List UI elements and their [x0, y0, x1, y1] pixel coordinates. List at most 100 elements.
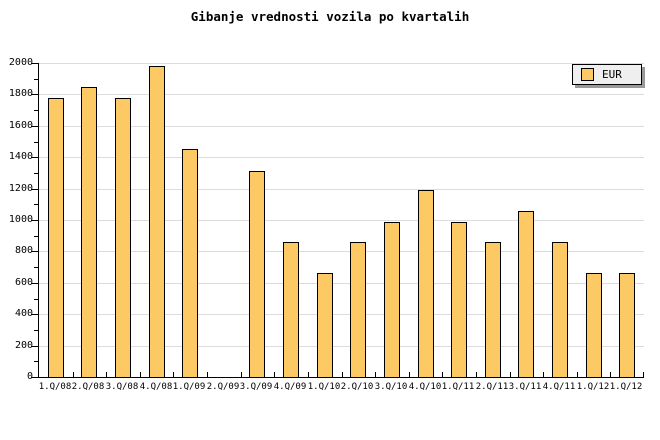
x-tick: [207, 372, 208, 377]
y-minor-tick: [34, 173, 38, 174]
x-tick: [140, 372, 141, 377]
gridline-600: [39, 283, 644, 284]
x-tick: [643, 372, 644, 377]
y-minor-tick: [34, 267, 38, 268]
y-minor-tick: [34, 79, 38, 80]
gridline-400: [39, 314, 644, 315]
x-tick-label-8: 1.Q/10: [307, 382, 341, 392]
y-tick-label-1000: 1000: [8, 214, 33, 225]
y-major-tick: [31, 220, 38, 221]
x-tick: [106, 372, 107, 377]
bar-1.Q/12: [586, 273, 602, 377]
x-tick: [342, 372, 343, 377]
x-tick: [577, 372, 578, 377]
bar-1.Q/10: [317, 273, 333, 377]
legend-label: EUR: [602, 68, 622, 81]
x-tick-label-16: 1.Q/12: [576, 382, 610, 392]
gridline-800: [39, 251, 644, 252]
x-tick-label-15: 4.Q/11: [542, 382, 576, 392]
y-major-tick: [31, 283, 38, 284]
bar-2.Q/11: [485, 242, 501, 377]
y-major-tick: [31, 157, 38, 158]
y-major-tick: [31, 126, 38, 127]
y-major-tick: [31, 377, 38, 378]
bar-4.Q/10: [418, 190, 434, 377]
gridline-1000: [39, 220, 644, 221]
gridline-1800: [39, 94, 644, 95]
gridline-200: [39, 346, 644, 347]
x-tick: [241, 372, 242, 377]
x-tick-label-1: 2.Q/08: [71, 382, 105, 392]
y-major-tick: [31, 63, 38, 64]
y-minor-tick: [34, 299, 38, 300]
bar-3.Q/10: [384, 222, 400, 377]
y-major-tick: [31, 346, 38, 347]
bar-2.Q/08: [81, 87, 97, 377]
y-minor-tick: [34, 330, 38, 331]
x-tick-label-6: 3.Q/09: [239, 382, 273, 392]
bar-3.Q/08: [115, 98, 131, 377]
x-tick: [173, 372, 174, 377]
bar-1.Q/12: [619, 273, 635, 377]
bar-1.Q/08: [48, 98, 64, 377]
x-tick-label-4: 1.Q/09: [172, 382, 206, 392]
legend-swatch-icon: [581, 68, 594, 81]
x-tick: [73, 372, 74, 377]
x-tick-label-10: 3.Q/10: [374, 382, 408, 392]
y-tick-label-600: 600: [14, 277, 33, 288]
x-tick-label-9: 2.Q/10: [340, 382, 374, 392]
x-tick-label-14: 3.Q/11: [508, 382, 542, 392]
gridline-2000: [39, 63, 644, 64]
gridline-1600: [39, 126, 644, 127]
y-tick-label-200: 200: [14, 340, 33, 351]
y-tick-label-2000: 2000: [8, 57, 33, 68]
x-tick: [409, 372, 410, 377]
y-minor-tick: [34, 361, 38, 362]
y-minor-tick: [34, 142, 38, 143]
bar-3.Q/09: [249, 171, 265, 377]
x-tick: [476, 372, 477, 377]
y-tick-label-800: 800: [14, 245, 33, 256]
gridline-1200: [39, 189, 644, 190]
x-tick-label-7: 4.Q/09: [273, 382, 307, 392]
bar-4.Q/08: [149, 66, 165, 377]
y-tick-label-1600: 1600: [8, 120, 33, 131]
y-minor-tick: [34, 236, 38, 237]
x-tick-label-17: 1.Q/12: [609, 382, 643, 392]
x-tick: [375, 372, 376, 377]
x-tick: [543, 372, 544, 377]
bar-2.Q/10: [350, 242, 366, 377]
plot-area: [38, 63, 644, 378]
y-minor-tick: [34, 110, 38, 111]
bar-1.Q/11: [451, 222, 467, 377]
x-tick: [442, 372, 443, 377]
chart-title: Gibanje vrednosti vozila po kvartalih: [190, 9, 470, 24]
bar-1.Q/09: [182, 149, 198, 377]
y-major-tick: [31, 251, 38, 252]
y-tick-label-0: 0: [26, 371, 33, 382]
y-tick-label-400: 400: [14, 308, 33, 319]
x-tick-label-3: 4.Q/08: [139, 382, 173, 392]
bar-4.Q/09: [283, 242, 299, 377]
x-tick: [510, 372, 511, 377]
x-tick-label-12: 1.Q/11: [441, 382, 475, 392]
y-major-tick: [31, 314, 38, 315]
y-major-tick: [31, 94, 38, 95]
x-tick: [610, 372, 611, 377]
legend: EUR: [572, 64, 642, 85]
bar-3.Q/11: [518, 211, 534, 377]
gridline-1400: [39, 157, 644, 158]
x-tick-label-0: 1.Q/08: [38, 382, 72, 392]
y-minor-tick: [34, 204, 38, 205]
x-tick-label-2: 3.Q/08: [105, 382, 139, 392]
x-tick: [274, 372, 275, 377]
x-tick: [308, 372, 309, 377]
bar-4.Q/11: [552, 242, 568, 377]
y-major-tick: [31, 189, 38, 190]
y-tick-label-1400: 1400: [8, 151, 33, 162]
x-tick-label-13: 2.Q/11: [475, 382, 509, 392]
y-tick-label-1200: 1200: [8, 183, 33, 194]
x-tick-label-5: 2.Q/09: [206, 382, 240, 392]
x-tick-label-11: 4.Q/10: [408, 382, 442, 392]
